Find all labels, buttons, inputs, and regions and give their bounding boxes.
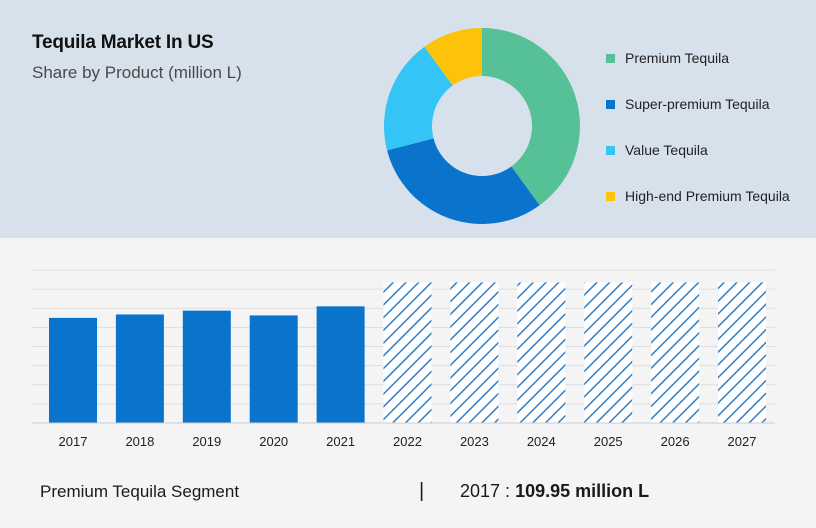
x-tick-label: 2024 bbox=[527, 434, 556, 449]
legend-label: Super-premium Tequila bbox=[625, 96, 770, 112]
x-tick-label: 2026 bbox=[661, 434, 690, 449]
bar-2020 bbox=[249, 315, 298, 423]
forecast-bar-2025 bbox=[584, 282, 633, 423]
donut-slice-0 bbox=[482, 28, 580, 206]
donut-slice-2 bbox=[384, 46, 453, 151]
legend-label: Premium Tequila bbox=[625, 50, 730, 66]
donut-slice-3 bbox=[424, 28, 482, 86]
x-tick-label: 2018 bbox=[125, 434, 154, 449]
legend-item: High-end Premium Tequila bbox=[606, 186, 795, 206]
legend-label: High-end Premium Tequila bbox=[625, 188, 790, 204]
legend-swatch bbox=[606, 54, 615, 63]
segment-value: 2017 : 109.95 million L bbox=[460, 481, 649, 502]
bar-2019 bbox=[182, 310, 231, 423]
segment-value-amount: 109.95 million L bbox=[515, 481, 650, 501]
segment-label: Premium Tequila Segment bbox=[40, 482, 240, 501]
footer-separator: | bbox=[419, 480, 425, 502]
forecast-bar-2026 bbox=[651, 282, 700, 423]
x-tick-label: 2025 bbox=[594, 434, 623, 449]
x-tick-label: 2022 bbox=[393, 434, 422, 449]
forecast-bar-2024 bbox=[517, 282, 566, 423]
bar-chart: 2017 2018 2019 2020 2021 2022 2023 2024 2025 2026… bbox=[32, 269, 775, 449]
chart-title: Tequila Market In US bbox=[32, 32, 214, 53]
x-tick-label: 2019 bbox=[192, 434, 221, 449]
bar-2021 bbox=[316, 306, 365, 423]
donut-chart bbox=[384, 28, 580, 224]
bar-2017 bbox=[49, 317, 97, 423]
x-tick-label: 2021 bbox=[326, 434, 355, 449]
legend-swatch bbox=[606, 192, 615, 201]
forecast-bar-2023 bbox=[450, 282, 499, 423]
chart-subtitle: Share by Product (million L) bbox=[32, 63, 242, 82]
legend-swatch bbox=[606, 100, 615, 109]
x-tick-label: 2017 bbox=[59, 434, 88, 449]
legend-item: Super-premium Tequila bbox=[606, 94, 795, 114]
legend-item: Value Tequila bbox=[606, 140, 795, 160]
x-tick-label: 2020 bbox=[259, 434, 288, 449]
x-tick-label: 2023 bbox=[460, 434, 489, 449]
forecast-bar-2027 bbox=[718, 282, 766, 423]
legend-label: Value Tequila bbox=[625, 142, 708, 158]
segment-value-year: 2017 : bbox=[460, 481, 511, 501]
legend-item: Premium Tequila bbox=[606, 48, 795, 68]
bar-2018 bbox=[115, 314, 164, 423]
forecast-bar-2022 bbox=[383, 282, 432, 423]
donut-slice-1 bbox=[387, 138, 540, 224]
legend-swatch bbox=[606, 146, 615, 155]
x-tick-label: 2027 bbox=[728, 434, 757, 449]
